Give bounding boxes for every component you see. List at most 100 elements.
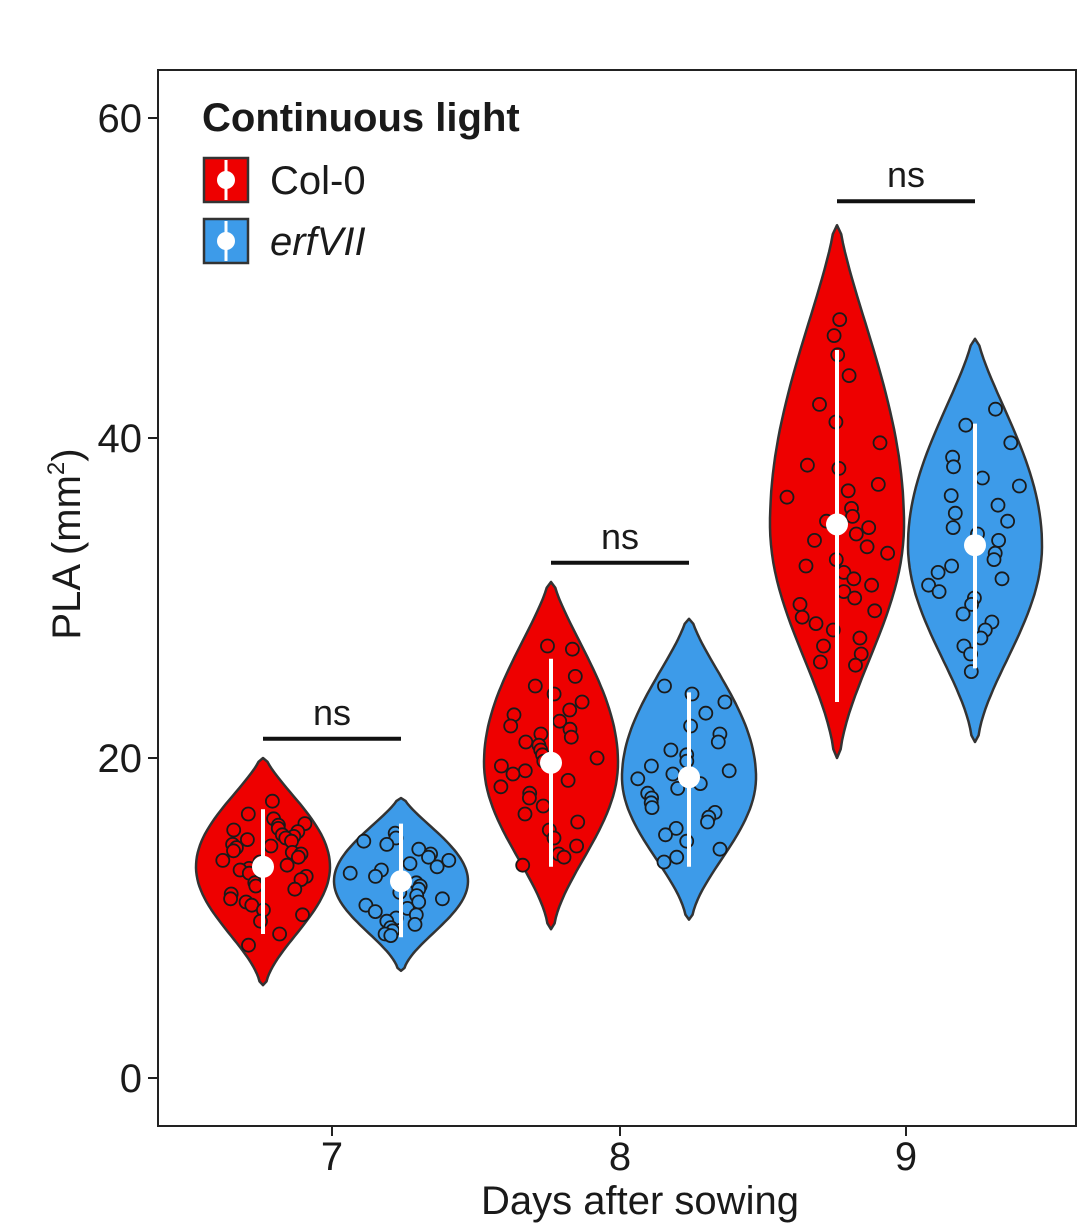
legend-swatch-dot xyxy=(217,232,235,250)
x-tick-label: 8 xyxy=(609,1135,631,1179)
data-point xyxy=(861,520,877,535)
y-axis-label-superscript: 2 xyxy=(43,462,70,475)
x-tick-label: 9 xyxy=(895,1135,917,1179)
data-point xyxy=(872,435,888,451)
data-point xyxy=(287,881,303,897)
data-point xyxy=(518,734,534,750)
data-point xyxy=(859,539,875,555)
data-point xyxy=(226,822,242,838)
legend-label: erfVII xyxy=(270,220,366,264)
data-point xyxy=(493,779,509,795)
data-point xyxy=(870,476,886,492)
data-point xyxy=(574,694,590,710)
data-point xyxy=(679,753,695,769)
median-point xyxy=(964,534,986,557)
data-point xyxy=(503,718,519,734)
axes: 0 20 40 60 7 8 9 xyxy=(98,97,918,1179)
data-point xyxy=(946,459,961,475)
data-point xyxy=(792,597,808,612)
data-point xyxy=(552,713,568,729)
data-point xyxy=(846,571,862,587)
data-point xyxy=(560,773,576,788)
significance-label: ns xyxy=(887,154,925,195)
data-point xyxy=(807,533,822,548)
data-point xyxy=(535,798,551,814)
data-point xyxy=(852,630,868,646)
data-point xyxy=(1012,478,1027,494)
y-tick-label: 60 xyxy=(98,97,143,141)
data-point xyxy=(407,917,423,932)
data-point xyxy=(880,545,895,561)
data-point xyxy=(379,837,395,852)
data-point xyxy=(368,869,383,884)
data-point xyxy=(223,891,239,907)
x-axis-label: Days after sowing xyxy=(481,1179,799,1223)
data-point xyxy=(263,838,279,854)
data-point xyxy=(517,806,533,822)
data-point xyxy=(644,800,660,815)
violins xyxy=(194,223,1044,987)
data-point xyxy=(567,669,583,684)
data-point xyxy=(832,312,848,328)
data-point xyxy=(991,533,1006,548)
data-point xyxy=(670,781,686,796)
data-point xyxy=(279,857,295,873)
data-point xyxy=(493,758,509,774)
data-point xyxy=(656,854,672,870)
data-point xyxy=(295,907,310,923)
data-point xyxy=(556,849,572,865)
data-point xyxy=(700,814,715,830)
y-tick-label: 0 xyxy=(120,1057,142,1101)
plot-panel xyxy=(157,69,1077,1127)
data-point xyxy=(986,552,1002,567)
data-point xyxy=(826,328,842,344)
data-point xyxy=(527,678,543,694)
data-point xyxy=(988,401,1003,417)
data-point xyxy=(840,483,856,499)
data-point xyxy=(565,641,580,657)
data-point xyxy=(240,806,256,822)
data-point xyxy=(290,849,306,865)
data-point xyxy=(562,702,578,718)
data-point xyxy=(816,638,831,654)
data-point xyxy=(383,928,399,943)
x-tick-label: 7 xyxy=(321,1135,343,1179)
data-point xyxy=(569,838,584,854)
data-point xyxy=(931,584,947,599)
data-point xyxy=(994,571,1010,587)
data-point xyxy=(669,849,685,865)
data-point xyxy=(657,678,672,694)
significance-annotations: ns ns ns xyxy=(263,154,975,741)
data-point xyxy=(712,841,728,857)
median-point xyxy=(540,751,562,774)
data-point xyxy=(947,505,963,521)
data-point xyxy=(215,853,231,868)
data-point xyxy=(226,843,241,859)
data-point xyxy=(540,638,555,654)
data-point xyxy=(264,793,280,809)
legend-label: Col-0 xyxy=(270,159,366,203)
data-point xyxy=(402,856,418,871)
data-point xyxy=(434,891,450,907)
median-point xyxy=(252,855,274,878)
median-point xyxy=(826,513,848,536)
data-point xyxy=(563,729,579,745)
data-point xyxy=(1003,435,1019,451)
data-point xyxy=(253,913,268,929)
data-point xyxy=(921,577,936,593)
median-point xyxy=(678,766,700,789)
data-point xyxy=(272,926,288,942)
y-axis-label-close: ) xyxy=(45,448,89,461)
data-point xyxy=(441,853,457,868)
data-point xyxy=(813,654,828,670)
data-point xyxy=(975,470,990,486)
significance-label: ns xyxy=(601,516,639,557)
data-point xyxy=(721,763,737,779)
data-point xyxy=(955,606,971,622)
significance-label: ns xyxy=(313,692,351,733)
data-point xyxy=(958,417,974,433)
data-point xyxy=(356,833,372,849)
data-point xyxy=(930,565,946,580)
